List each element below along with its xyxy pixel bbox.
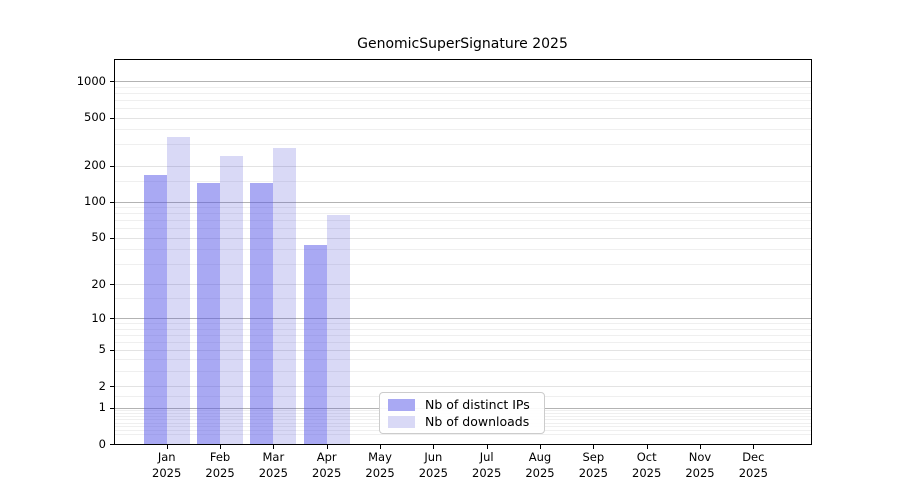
grid-line-minor xyxy=(115,220,811,222)
y-tick-label: 50 xyxy=(91,230,106,245)
grid-line-minor xyxy=(115,144,811,146)
x-tick-label: Sep 2025 xyxy=(578,450,608,480)
bar-downloads xyxy=(273,148,297,444)
x-tick-label: Jan 2025 xyxy=(152,450,182,480)
grid-line-major xyxy=(115,318,811,320)
bar-distinct-ips xyxy=(143,174,167,444)
x-tick-label: Jul 2025 xyxy=(472,450,502,480)
legend: Nb of distinct IPs Nb of downloads xyxy=(379,392,545,434)
y-tick-label: 0 xyxy=(98,436,106,451)
x-tick xyxy=(273,445,275,449)
x-tick xyxy=(326,445,328,449)
bar-downloads xyxy=(166,137,190,444)
grid-line-mid xyxy=(115,237,811,239)
y-tick xyxy=(110,349,114,351)
grid-line-minor xyxy=(115,86,811,88)
y-tick-label: 2 xyxy=(98,378,106,393)
y-tick xyxy=(110,284,114,286)
grid-line-minor xyxy=(115,92,811,94)
y-tick-label: 5 xyxy=(98,342,106,357)
grid-line-minor xyxy=(115,213,811,215)
grid-line-minor xyxy=(115,99,811,101)
y-tick xyxy=(110,201,114,203)
x-tick-label: Aug 2025 xyxy=(525,450,555,480)
bar-distinct-ips xyxy=(303,245,327,444)
grid-line-minor xyxy=(115,298,811,300)
x-tick xyxy=(700,445,701,449)
x-tick-label: Feb 2025 xyxy=(205,450,235,480)
legend-swatch-distinct-ips-icon xyxy=(388,398,415,411)
y-tick xyxy=(110,165,114,167)
x-tick xyxy=(220,445,222,449)
x-tick xyxy=(380,445,382,449)
grid-line-minor xyxy=(115,108,811,110)
x-tick-label: May 2025 xyxy=(365,450,395,480)
y-tick xyxy=(110,81,114,83)
y-tick xyxy=(110,444,114,445)
grid-line-mid xyxy=(115,349,811,351)
y-tick-label: 1000 xyxy=(76,73,106,88)
y-tick xyxy=(110,318,114,320)
legend-item-distinct-ips: Nb of distinct IPs xyxy=(388,397,536,412)
bar-downloads xyxy=(220,155,244,444)
x-tick xyxy=(646,445,648,449)
grid-line-minor xyxy=(115,228,811,230)
grid-line-minor xyxy=(115,323,811,325)
plot-area xyxy=(114,59,812,445)
x-tick-label: Dec 2025 xyxy=(738,450,768,480)
grid-line-minor xyxy=(115,263,811,265)
x-tick-label: Nov 2025 xyxy=(685,450,715,480)
grid-line-minor xyxy=(115,334,811,336)
grid-line-minor xyxy=(115,207,811,209)
y-tick-label: 10 xyxy=(91,310,106,325)
x-tick xyxy=(593,445,595,449)
y-tick-label: 200 xyxy=(84,158,106,173)
legend-label-downloads: Nb of downloads xyxy=(425,414,530,429)
y-tick-label: 20 xyxy=(91,276,106,291)
legend-item-downloads: Nb of downloads xyxy=(388,414,536,429)
x-tick-label: Apr 2025 xyxy=(312,450,342,480)
grid-line-major xyxy=(115,81,811,83)
grid-line-mid xyxy=(115,284,811,286)
y-tick xyxy=(110,237,114,239)
chart-title: GenomicSuperSignature 2025 xyxy=(357,36,568,52)
x-tick-label: Mar 2025 xyxy=(258,450,288,480)
bar-downloads xyxy=(326,214,350,444)
x-tick-label: Oct 2025 xyxy=(632,450,662,480)
bar-distinct-ips xyxy=(197,183,221,444)
grid-line-major xyxy=(115,201,811,203)
x-tick xyxy=(486,445,488,449)
x-tick xyxy=(166,445,168,449)
legend-swatch-downloads-icon xyxy=(388,415,415,428)
grid-line-minor xyxy=(115,129,811,131)
grid-line-minor xyxy=(115,180,811,182)
legend-label-distinct-ips: Nb of distinct IPs xyxy=(425,397,530,412)
bar-layer xyxy=(115,60,811,444)
grid-line-minor xyxy=(115,371,811,373)
grid-line-mid xyxy=(115,165,811,167)
y-tick xyxy=(110,386,114,388)
x-tick xyxy=(540,445,541,449)
grid-line-mid xyxy=(115,117,811,119)
y-tick-label: 500 xyxy=(84,110,106,125)
grid-line-minor xyxy=(115,434,811,436)
y-tick-label: 1 xyxy=(98,400,106,415)
y-tick xyxy=(110,407,114,409)
grid-line-minor xyxy=(115,249,811,251)
grid-line-minor xyxy=(115,341,811,343)
y-tick-label: 100 xyxy=(84,194,106,209)
x-tick-label: Jun 2025 xyxy=(418,450,448,480)
y-tick xyxy=(110,117,114,119)
grid-line-minor xyxy=(115,328,811,330)
grid-line-minor xyxy=(115,359,811,361)
grid-line-mid xyxy=(115,386,811,388)
x-tick xyxy=(433,445,435,449)
x-tick xyxy=(753,445,755,449)
bar-distinct-ips xyxy=(250,183,274,444)
